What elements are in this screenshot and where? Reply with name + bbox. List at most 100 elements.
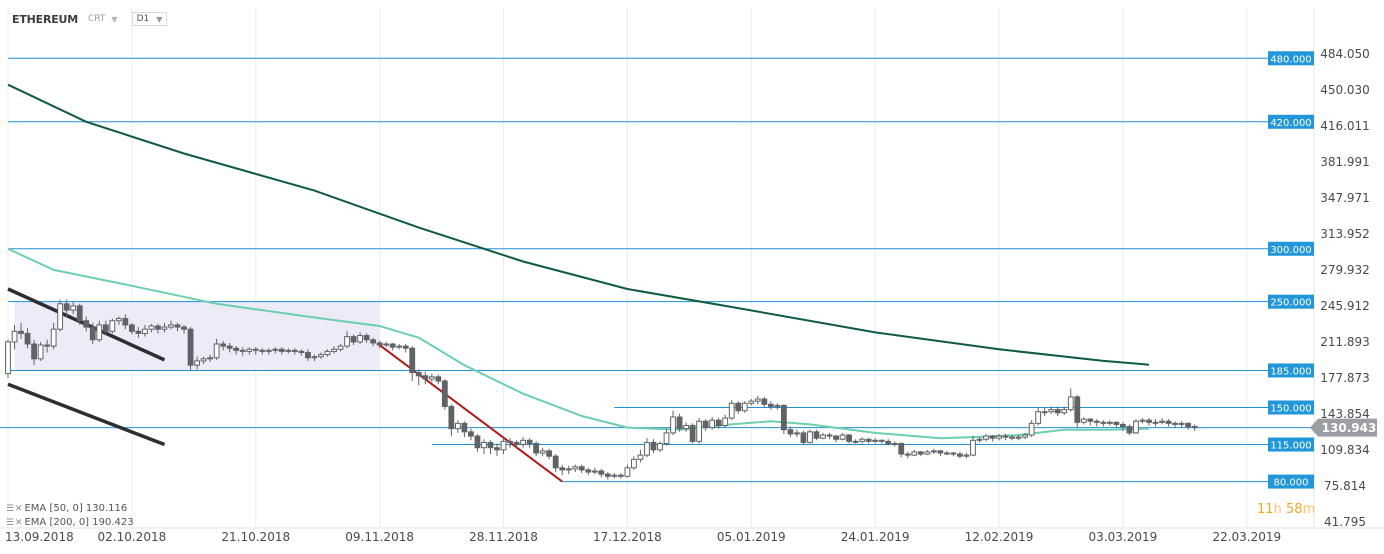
indicator-settings-icon[interactable]: ☰ ✕ (6, 517, 23, 528)
candle (1165, 419, 1172, 427)
price-level-label: 80.000 (1268, 474, 1314, 489)
price-tick-label: 484.050 (1320, 47, 1370, 61)
candle (474, 433, 481, 452)
candle (1113, 421, 1120, 428)
candle (102, 320, 109, 336)
candle (637, 449, 644, 463)
candle (670, 410, 676, 436)
candle (761, 396, 768, 408)
candle (1080, 417, 1087, 425)
candle (715, 418, 722, 429)
price-level-label: 115.000 (1268, 437, 1314, 452)
candle (728, 400, 735, 421)
candle (187, 327, 194, 371)
current-price-tag[interactable]: 130.943 (1310, 418, 1377, 437)
candle-countdown: 11h 58m (1257, 502, 1315, 517)
candle (911, 449, 918, 457)
price-level-value: 300.000 (1270, 245, 1311, 256)
candle (943, 450, 950, 456)
candle (448, 404, 455, 437)
candle (983, 433, 989, 442)
candle (441, 378, 448, 410)
candle (500, 438, 507, 455)
date-tick-label: 09.11.2018 (345, 530, 414, 544)
price-level-value: 420.000 (1270, 118, 1311, 129)
candle (220, 340, 227, 351)
countdown-hours-unit: h (1273, 502, 1282, 517)
date-tick-label: 21.10.2018 (221, 530, 290, 544)
candle (904, 451, 911, 459)
candle (650, 439, 657, 453)
candle (415, 369, 422, 386)
price-level-value: 80.000 (1274, 478, 1309, 489)
price-level-value: 480.000 (1270, 54, 1311, 65)
price-tick-label: 75.814 (1324, 479, 1366, 493)
candle (37, 341, 44, 361)
candle (1087, 418, 1094, 426)
candle (1100, 420, 1107, 427)
candle (520, 437, 526, 448)
countdown-minutes: 58 (1285, 502, 1303, 517)
candle (161, 322, 168, 333)
candle (820, 432, 826, 440)
candle (1152, 419, 1159, 427)
price-level-value: 250.000 (1270, 298, 1311, 309)
candle (24, 328, 31, 349)
candle (402, 344, 409, 353)
candle (357, 332, 363, 345)
trend-line[interactable] (7, 382, 166, 447)
chart-type-dropdown[interactable]: CRT ▼ (88, 14, 118, 24)
chevron-down-icon: ▼ (156, 14, 163, 24)
date-axis[interactable]: 13.09.2018 02.10.2018 21.10.2018 09.11.2018… (5, 530, 1281, 544)
candle (930, 448, 937, 455)
candle (598, 468, 605, 478)
candle (852, 439, 859, 444)
candle (142, 324, 148, 337)
candle (1146, 418, 1152, 426)
indicator-settings-icon[interactable]: ☰ ✕ (6, 503, 23, 514)
candle (324, 349, 331, 357)
date-tick-label: 24.01.2019 (841, 530, 910, 544)
price-tick-label: 143.854 (1320, 407, 1370, 421)
candle (168, 320, 174, 330)
candle (846, 433, 852, 444)
trend-line[interactable] (379, 344, 563, 483)
candle (305, 349, 311, 361)
candle (741, 401, 748, 413)
candle (774, 403, 781, 410)
ema-200-legend: ☰ ✕ EMA [200, 0] 190.423 (6, 517, 134, 528)
date-tick-label: 05.01.2019 (717, 530, 786, 544)
ema-50-line (7, 247, 1150, 440)
candle (454, 420, 461, 433)
price-axis[interactable]: 130.943 484.050 450.030 416.011 381.991 347.9… (1310, 47, 1377, 529)
candle (963, 452, 970, 459)
candle (657, 441, 663, 452)
candle (591, 467, 598, 475)
candle (148, 323, 155, 333)
ema-50-legend: ☰ ✕ EMA [50, 0] 130.116 (6, 503, 127, 514)
candle (976, 437, 983, 443)
candle (135, 327, 142, 338)
candle (950, 451, 957, 457)
candle (1015, 435, 1022, 441)
candle (787, 426, 794, 438)
candle (174, 322, 181, 332)
candle (526, 438, 533, 448)
candle (1028, 420, 1035, 438)
candle (344, 331, 350, 349)
ema-label: EMA (24, 503, 47, 514)
candle (70, 301, 77, 315)
ema-value: 190.423 (92, 517, 134, 528)
candle (780, 404, 787, 434)
candle (350, 334, 357, 346)
candle (468, 428, 474, 441)
date-tick-label: 12.02.2019 (965, 530, 1034, 544)
candle (924, 449, 931, 456)
date-tick-label: 17.12.2018 (593, 530, 662, 544)
timeframe-dropdown[interactable]: D1 ▼ (131, 12, 168, 26)
candles-layer (5, 299, 1198, 480)
candle (115, 316, 122, 325)
level-labels-layer: 480.000 420.000 300.000 250.000 185.000 150.0… (1268, 51, 1314, 489)
horizontal-levels-layer[interactable] (0, 57, 1314, 483)
